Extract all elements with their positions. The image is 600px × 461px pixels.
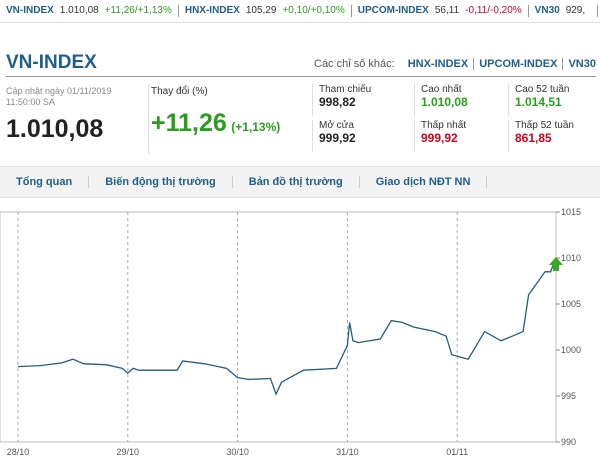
plot-frame [0,211,557,443]
stat-value: 861,85 [515,131,552,145]
ticker-bar: VN-INDEX 1.010,08 +11,26/+1,13% HNX-INDEX 10… [0,0,600,23]
updated-date: Cập nhật ngày 01/11/2019 [6,86,112,96]
stat-value: 999,92 [421,131,458,145]
stat-value: 999,92 [319,131,356,145]
divider [6,76,596,77]
x-tick-label: 29/10 [117,447,140,457]
change-box: Thay đổi (%) +11,26 (+1,13%) [148,84,311,154]
stat-label: Thấp 52 tuần [515,120,574,131]
chart: 990 995 1000 1005 1010 1015 28/10 29/10 30/10 31/… [0,207,581,457]
tab-bar: Tổng quan Biến động thị trường Bản đồ thị … [0,166,600,198]
ticker-name: HNX-INDEX [184,5,240,16]
ticker-item[interactable]: VN-INDEX 1.010,08 +11,26/+1,13% [0,5,179,17]
ticker-name: UPCOM-INDEX [357,5,429,16]
stat-label: Tham chiếu [319,84,372,95]
y-tick-label: 1010 [561,253,581,263]
stat-value: 998,82 [319,95,356,109]
stat-value: 1.014,51 [515,95,562,109]
other-link[interactable]: VN30 [562,58,600,70]
x-tick-label: 31/10 [336,447,359,457]
other-label: Các chỉ số khác: [314,58,395,70]
stat-label: Cao nhất [421,84,462,95]
ticker-item[interactable]: VN30 929, [529,5,599,17]
tab[interactable]: Bản đồ thị trường [233,176,360,188]
up-arrow [549,257,563,271]
other-indices: Các chỉ số khác: HNX-INDEX UPCOM-INDEX VN3… [314,58,600,70]
tab[interactable]: Tổng quan [0,176,90,188]
x-tick-label: 28/10 [7,447,30,457]
x-tick-label: 30/10 [226,447,249,457]
ticker-value: 105,29 [245,5,277,16]
stat-value: 1.010,08 [421,95,468,109]
tab[interactable]: Biến động thị trường [89,176,233,188]
ticker-name: VN30 [534,5,560,16]
other-link[interactable]: UPCOM-INDEX [473,58,562,70]
title: VN-INDEX [6,52,97,73]
ticker-item[interactable]: UPCOM-INDEX 56,11 -0,11/-0,20% [352,5,529,17]
ticker-value: 56,11 [434,5,460,16]
ticker-change: -0,11/-0,20% [465,5,522,16]
tab[interactable]: Giao dịch NĐT NN [360,176,488,188]
stat-label: Mở cửa [319,120,354,131]
stat: Thấp nhất 999,92 [414,120,466,152]
stat: Thấp 52 tuần 861,85 [508,120,574,152]
stats: Tham chiếu 998,82 Cao nhất 1.010,08 Cao 52 t… [312,84,600,154]
change-label: Thay đổi (%) [151,86,208,97]
ticker-change: +11,26/+1,13% [104,5,172,16]
updated: Cập nhật ngày 01/11/2019 11:50:00 SA [6,86,111,108]
stat: Tham chiếu 998,82 [312,84,371,116]
y-tick-label: 995 [561,391,576,401]
stat-label: Cao 52 tuần [515,84,570,95]
ticker-value: 929, [565,5,586,16]
y-tick-label: 990 [561,437,576,447]
line [17,257,557,396]
stat: Cao nhất 1.010,08 [414,84,468,116]
x-tick-label: 01/11 [446,447,468,457]
y-tick-label: 1000 [561,345,581,355]
change-pct: (+1,13%) [231,120,281,134]
ticker-value: 1.010,08 [59,5,99,16]
ticker-name: VN-INDEX [6,5,54,16]
stat: Cao 52 tuần 1.014,51 [508,84,570,116]
stat: Mở cửa 999,92 [312,120,356,152]
updated-time: 11:50:00 SA [6,97,55,107]
y-tick-label: 1015 [561,207,581,217]
ticker-item[interactable]: HNX-INDEX 105,29 +0,10/+0,10% [179,5,352,17]
other-link[interactable]: HNX-INDEX [407,58,469,70]
ticker-change: +0,10/+0,10% [282,5,345,16]
stat-label: Thấp nhất [421,120,467,131]
change: +11,26 [151,109,227,137]
y-tick-label: 1005 [561,299,581,309]
index-value: 1.010,08 [6,115,104,143]
